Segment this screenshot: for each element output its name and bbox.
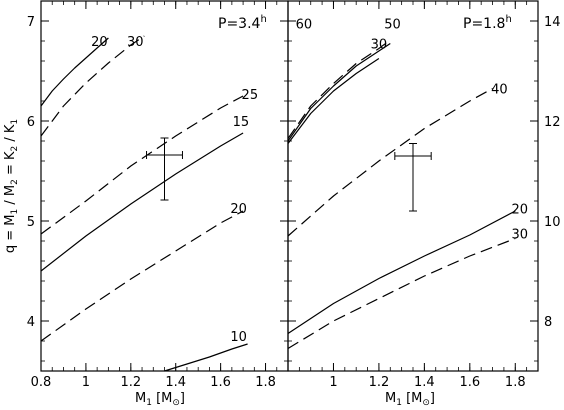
left-curve-labels: 20 30 25 15 20 10 [91,35,258,345]
left-curve-label: 25 [242,88,259,103]
right-curve-label: 30 [512,228,529,243]
right-curves [287,39,516,350]
left-curve-label: 20 [91,35,108,50]
right-period-label: P=1.8h [463,14,512,32]
left-x-axis-label: M1 [M⊙] [135,391,185,408]
left-curve-label: 30 [127,35,144,50]
right-curve-label: 20 [512,203,529,218]
left-curve-dashed-30 [40,35,145,137]
left-y-tick-label: 6 [27,115,35,130]
left-x-tick-label: 1.6 [210,375,231,390]
right-y-tick-label: 12 [544,115,561,130]
right-curve-solid-30 [287,57,380,144]
right-data-point [394,143,432,212]
left-curve-label: 20 [230,202,247,217]
left-y-tick-label: 7 [27,15,35,30]
left-x-tick-label: 1.8 [255,375,276,390]
left-curve-label: 15 [233,115,250,130]
right-curve-solid-20 [287,210,516,335]
right-ticks: 1 1.2 1.4 1.6 1.8 8 10 12 14 [287,0,561,390]
right-panel: 1 1.2 1.4 1.6 1.8 8 10 12 14 60 50 30 40 20 30 P=1.8h [287,0,561,390]
y-axis-label: q = M1 / M2 = K2 / K1 [3,119,20,253]
right-x-tick-label: 1 [329,375,337,390]
right-x-tick-label: 1.4 [414,375,435,390]
right-y-tick-label: 8 [544,315,552,330]
left-x-tick-label: 1 [82,375,90,390]
right-x-tick-label: 1.8 [505,375,526,390]
right-curve-labels: 60 50 30 40 20 30 [296,18,528,243]
right-y-tick-label: 14 [544,15,561,30]
right-curve-dashed-50 [287,39,391,139]
left-curve-dashed-25 [40,95,244,235]
right-x-tick-label: 1.6 [459,375,480,390]
right-curve-label: 30 [371,38,388,53]
left-y-tick-label: 5 [27,215,35,230]
right-curve-solid-60 [287,42,391,142]
left-y-tick-label: 4 [27,315,35,330]
right-y-tick-label: 10 [544,215,561,230]
left-curve-label: 10 [230,330,247,345]
left-data-point [146,137,183,201]
right-x-axis-label: M1 [M⊙] [385,391,435,408]
left-curve-solid-20 [40,37,109,107]
left-x-tick-label: 0.8 [31,375,52,390]
right-x-tick-label: 1.2 [369,375,390,390]
right-curve-dashed-30 [287,237,516,350]
left-x-tick-label: 1.2 [120,375,141,390]
left-panel: 0.8 1 1.2 1.4 1.6 1.8 4 5 6 7 20 30 25 15 20 10 P=3.4h [27,0,289,390]
right-curve-label: 50 [384,18,401,33]
left-curves [40,35,248,372]
right-curve-label: 60 [296,18,313,33]
left-ticks: 0.8 1 1.2 1.4 1.6 1.8 4 5 6 7 [27,0,289,390]
left-curve-solid-15 [40,132,244,272]
right-curve-dashed-40 [287,87,493,237]
left-curve-dashed-20 [40,210,244,342]
left-period-label: P=3.4h [218,14,267,32]
left-curve-solid-10 [164,343,248,372]
left-x-tick-label: 1.4 [165,375,186,390]
right-curve-label: 40 [491,83,508,98]
